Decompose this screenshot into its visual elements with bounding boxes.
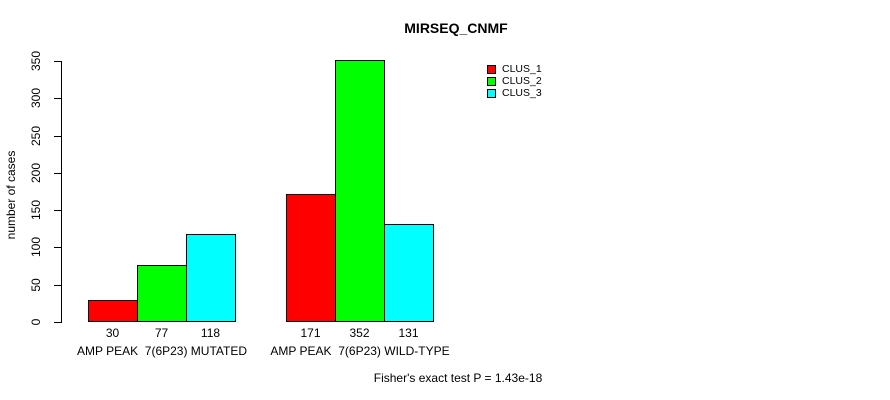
bar-clus_2-group1 <box>137 265 187 322</box>
y-axis-title: number of cases <box>4 150 18 240</box>
legend-label: CLUS_2 <box>502 75 542 87</box>
legend-item: CLUS_1 <box>487 63 542 75</box>
y-axis-tick-label: 50 <box>29 278 43 292</box>
y-axis-tick <box>54 61 61 62</box>
y-axis-tick-label: 200 <box>29 162 43 183</box>
bar-value-label: 77 <box>154 326 169 340</box>
category-label: AMP PEAK 7(6P23) WILD-TYPE <box>270 344 450 358</box>
legend-swatch-clus_1 <box>487 65 496 74</box>
y-axis-tick-label: 0 <box>29 318 43 326</box>
bar-value-label: 171 <box>300 326 321 340</box>
bar-clus_3-group1 <box>186 234 236 322</box>
chart-title: MIRSEQ_CNMF <box>404 20 508 36</box>
legend: CLUS_1 CLUS_2 CLUS_3 <box>487 63 542 101</box>
y-axis-tick-label: 350 <box>29 50 43 72</box>
bar-value-label: 118 <box>200 326 221 340</box>
y-axis-tick-label: 300 <box>29 88 43 109</box>
y-axis-tick <box>54 172 61 174</box>
legend-item: CLUS_2 <box>487 75 542 87</box>
y-axis-tick <box>54 322 61 323</box>
y-axis-tick-label: 150 <box>29 200 43 221</box>
y-axis-tick <box>54 98 61 100</box>
y-axis-line <box>61 61 62 323</box>
bar-value-label: 352 <box>349 326 370 340</box>
y-axis-tick <box>54 247 61 249</box>
legend-label: CLUS_1 <box>502 63 542 75</box>
fisher-test-annotation: Fisher's exact test P = 1.43e-18 <box>373 371 543 385</box>
bar-clus_1-group1 <box>88 300 138 322</box>
bar-value-label: 30 <box>105 326 120 340</box>
bar-value-label: 131 <box>398 326 419 340</box>
bar-clus_3-group2 <box>384 224 434 322</box>
y-axis-tick <box>54 135 61 137</box>
legend-swatch-clus_2 <box>487 77 496 86</box>
y-axis-tick <box>54 284 61 286</box>
bar-clus_2-group2 <box>335 60 385 322</box>
y-axis-tick-label: 100 <box>29 237 43 258</box>
bar-clus_1-group2 <box>286 194 336 322</box>
y-axis-tick <box>54 210 61 212</box>
legend-item: CLUS_3 <box>487 87 542 99</box>
legend-swatch-clus_3 <box>487 89 496 98</box>
legend-label: CLUS_3 <box>502 87 542 99</box>
category-label: AMP PEAK 7(6P23) MUTATED <box>76 344 248 358</box>
y-axis-tick-label: 250 <box>29 125 43 146</box>
